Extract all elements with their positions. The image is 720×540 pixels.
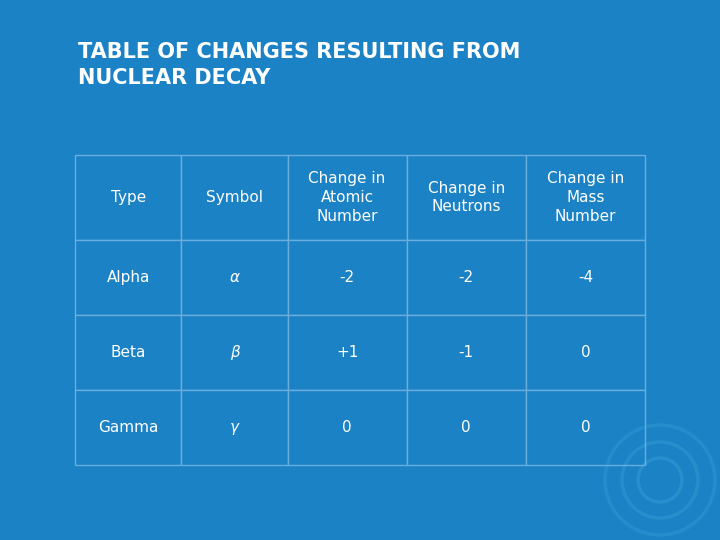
Text: α: α [230, 270, 240, 285]
Text: 0: 0 [580, 420, 590, 435]
Bar [287, 390, 407, 465]
Bar [407, 390, 526, 465]
Text: 0: 0 [462, 420, 471, 435]
Bar [526, 155, 645, 240]
Bar [75, 390, 181, 465]
Text: -1: -1 [459, 345, 474, 360]
Bar [181, 240, 287, 315]
Text: Beta: Beta [110, 345, 146, 360]
Bar [526, 315, 645, 390]
Text: +1: +1 [336, 345, 359, 360]
Bar [75, 240, 181, 315]
Bar [75, 315, 181, 390]
Text: 0: 0 [580, 345, 590, 360]
Bar [526, 240, 645, 315]
Text: -2: -2 [459, 270, 474, 285]
Bar [181, 155, 287, 240]
Bar [407, 155, 526, 240]
Text: Symbol: Symbol [206, 190, 263, 205]
Text: β: β [230, 345, 239, 360]
Bar [407, 315, 526, 390]
Text: 0: 0 [342, 420, 352, 435]
Bar [287, 155, 407, 240]
Text: Gamma: Gamma [98, 420, 158, 435]
Text: Alpha: Alpha [107, 270, 150, 285]
Text: Type: Type [110, 190, 145, 205]
Bar [181, 390, 287, 465]
Text: -4: -4 [578, 270, 593, 285]
Bar [181, 315, 287, 390]
Bar [287, 315, 407, 390]
Bar [407, 240, 526, 315]
Text: -2: -2 [340, 270, 355, 285]
Bar [75, 155, 181, 240]
Text: γ: γ [230, 420, 239, 435]
Text: Change in
Atomic
Number: Change in Atomic Number [308, 171, 386, 224]
Text: TABLE OF CHANGES RESULTING FROM
NUCLEAR DECAY: TABLE OF CHANGES RESULTING FROM NUCLEAR … [78, 42, 521, 89]
Bar [287, 240, 407, 315]
Bar [526, 390, 645, 465]
Text: Change in
Mass
Number: Change in Mass Number [546, 171, 624, 224]
Text: Change in
Neutrons: Change in Neutrons [428, 181, 505, 214]
